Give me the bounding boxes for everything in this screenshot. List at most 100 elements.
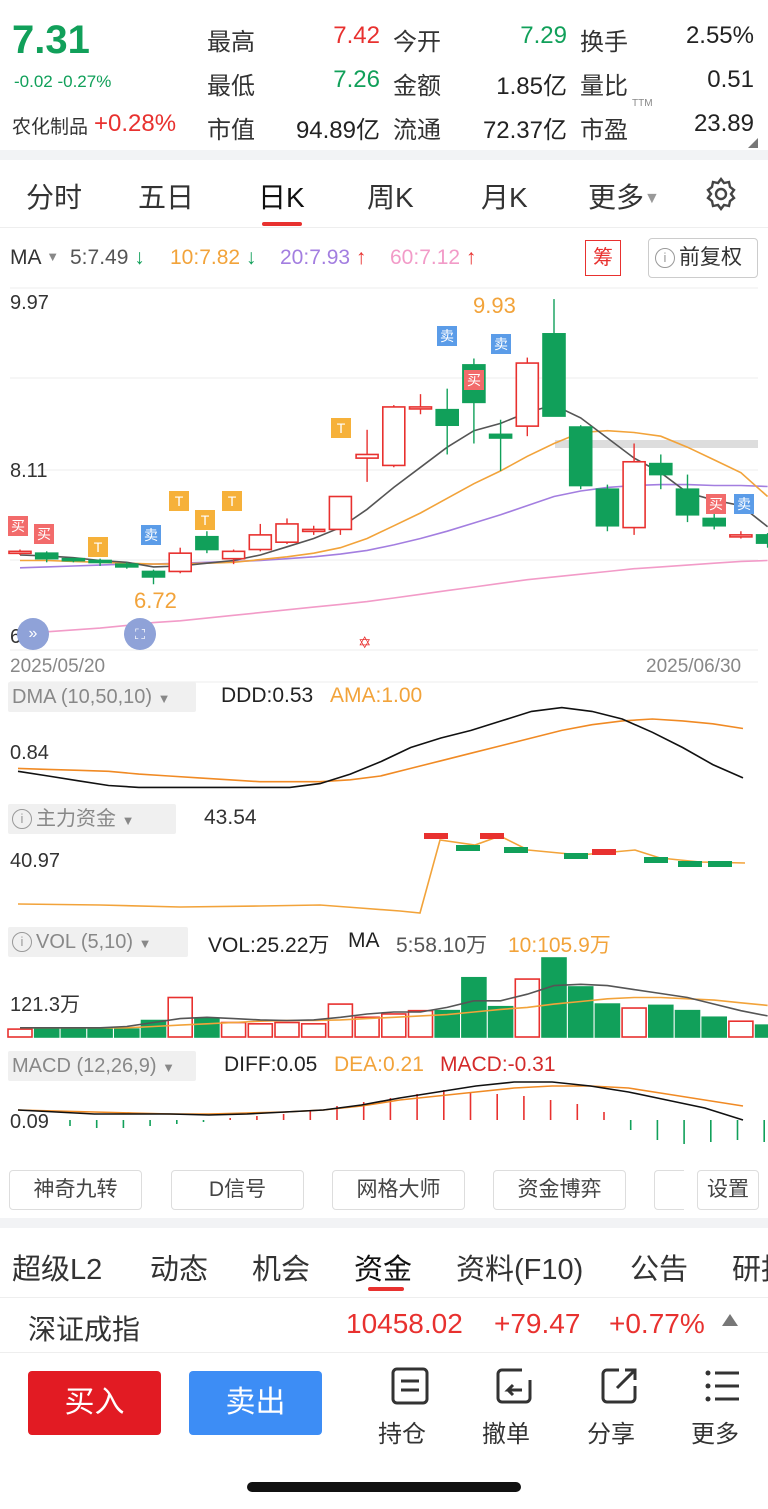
tab-more[interactable]: 更多▼ <box>588 176 660 216</box>
t-signal[interactable]: T <box>88 537 108 557</box>
buy-button[interactable]: 买入 <box>28 1371 161 1435</box>
ma5-value: 5:7.49 ↓ <box>70 246 145 269</box>
sector-name[interactable]: 农化制品 <box>12 117 89 138</box>
chevron-down-icon: ▼ <box>138 936 152 951</box>
sell-signal[interactable]: 卖 <box>491 334 511 354</box>
adjust-mode-button[interactable]: i 前复权 <box>648 238 758 278</box>
info-icon: i <box>12 809 32 829</box>
candle <box>755 534 768 544</box>
main-fund-pill[interactable]: i 主力资金 ▼ <box>8 804 176 834</box>
market-cap-label: 市值 <box>207 117 255 144</box>
candle <box>301 528 326 533</box>
section-tabs: 超级L2 动态 机会 资金 资料(F10) 公告 研报 <box>0 1232 768 1296</box>
buy-signal[interactable]: 买 <box>34 524 54 544</box>
tab-minute[interactable]: 分时 <box>26 182 83 213</box>
turnover-value: 2.55% <box>685 22 754 49</box>
volume-bar <box>674 1009 701 1038</box>
open-value: 7.29 <box>520 22 567 49</box>
divider <box>0 150 768 160</box>
tab-super-l2[interactable]: 超级L2 <box>12 1254 103 1286</box>
tab-day-k[interactable]: 日K <box>258 182 305 213</box>
holdings-button[interactable]: 持仓 <box>367 1366 437 1448</box>
vol-indicator-pill[interactable]: i VOL (5,10) ▼ <box>8 927 188 957</box>
chip-distribution-button[interactable]: 筹 <box>585 240 621 276</box>
volume-bar <box>754 1024 768 1038</box>
vol-ma10-value: 10:105.9万 <box>508 934 611 957</box>
tab-f10[interactable]: 资料(F10) <box>456 1254 584 1286</box>
ma10-line <box>20 429 768 565</box>
macd-indicator-pill[interactable]: MACD (12,26,9) ▼ <box>8 1051 196 1081</box>
gear-icon[interactable] <box>703 176 739 212</box>
candle <box>408 406 433 410</box>
more-button[interactable]: 更多 <box>680 1366 750 1448</box>
tab-announcement[interactable]: 公告 <box>630 1254 689 1286</box>
high-label: 最高 <box>207 29 255 56</box>
cancel-order-button[interactable]: 撤单 <box>471 1366 541 1448</box>
date-start-label: 2025/05/20 <box>10 656 106 677</box>
volume-ratio-value: 0.51 <box>707 66 754 93</box>
tab-opportunity[interactable]: 机会 <box>252 1254 311 1286</box>
tab-week-k[interactable]: 周K <box>367 182 414 213</box>
event-star-icon[interactable]: ✡ <box>358 635 372 652</box>
volume-bar <box>87 1028 113 1038</box>
tool-nine-turn[interactable]: 神奇九转 <box>9 1170 142 1210</box>
dma-indicator-pill[interactable]: DMA (10,50,10) ▼ <box>8 682 196 712</box>
candle <box>248 534 273 551</box>
chart-area[interactable] <box>0 280 768 1160</box>
buy-signal[interactable]: 买 <box>8 516 28 536</box>
main-fund-bar <box>678 861 702 867</box>
turnover-label: 换手 <box>580 29 628 56</box>
low-annotation: 6.72 <box>134 588 177 613</box>
tool-partial[interactable] <box>654 1170 684 1210</box>
sector-change[interactable]: +0.28% <box>94 110 177 137</box>
expand-corner-icon[interactable] <box>748 138 758 148</box>
volume-bar <box>220 1021 247 1038</box>
date-end-label: 2025/06/30 <box>646 656 742 677</box>
tool-fund-game[interactable]: 资金博弈 <box>493 1170 626 1210</box>
tab-research[interactable]: 研报 <box>732 1254 768 1286</box>
fullscreen-icon[interactable]: ⛶ <box>124 618 156 650</box>
chevron-up-icon[interactable] <box>722 1314 738 1326</box>
volume-bar <box>461 976 487 1038</box>
macd-layer <box>17 1081 766 1144</box>
tab-month-k[interactable]: 月K <box>481 182 528 213</box>
undo-icon <box>496 1368 531 1404</box>
sell-signal[interactable]: 卖 <box>141 525 161 545</box>
buy-signal[interactable]: 买 <box>706 494 726 514</box>
fast-forward-icon[interactable]: » <box>17 618 49 650</box>
tab-fund[interactable]: 资金 <box>354 1254 413 1286</box>
arrow-up-icon: ↑ <box>355 246 367 269</box>
kline-ymid-label: 8.11 <box>10 460 48 482</box>
candle <box>622 460 646 529</box>
low-value: 7.26 <box>333 66 380 93</box>
tool-settings[interactable]: 设置 <box>697 1170 759 1210</box>
t-signal[interactable]: T <box>195 510 215 530</box>
amount-label: 金额 <box>393 73 441 100</box>
tab-five-day[interactable]: 五日 <box>138 182 195 213</box>
active-tab-indicator <box>262 222 302 226</box>
sell-signal[interactable]: 卖 <box>734 494 754 514</box>
t-signal[interactable]: T <box>331 418 351 438</box>
volume-bar <box>487 1005 514 1038</box>
tool-d-signal[interactable]: D信号 <box>171 1170 304 1210</box>
index-ticker[interactable]: 深证成指 10458.02 +79.47 +0.77% <box>0 1297 768 1353</box>
home-indicator[interactable] <box>247 1482 521 1492</box>
main-fund-line <box>17 835 746 914</box>
tab-dynamics[interactable]: 动态 <box>150 1254 209 1286</box>
arrow-up-icon: ↑ <box>465 246 477 269</box>
tab-more-label: 更多 <box>588 182 645 213</box>
share-button[interactable]: 分享 <box>576 1366 646 1448</box>
buy-signal[interactable]: 买 <box>464 370 484 390</box>
main-fund-bar <box>564 853 588 859</box>
pe-label: 市盈 <box>580 117 628 144</box>
sell-signal[interactable]: 卖 <box>437 326 457 346</box>
volume-bar <box>354 1016 380 1038</box>
candle <box>8 550 32 555</box>
tool-grid-master[interactable]: 网格大师 <box>332 1170 465 1210</box>
t-signal[interactable]: T <box>169 491 189 511</box>
t-signal[interactable]: T <box>222 491 242 511</box>
ma-label[interactable]: MA ▼ <box>10 246 59 270</box>
index-change: +79.47 <box>494 1308 581 1339</box>
kline-grid <box>10 287 758 651</box>
sell-button[interactable]: 卖出 <box>189 1371 322 1435</box>
